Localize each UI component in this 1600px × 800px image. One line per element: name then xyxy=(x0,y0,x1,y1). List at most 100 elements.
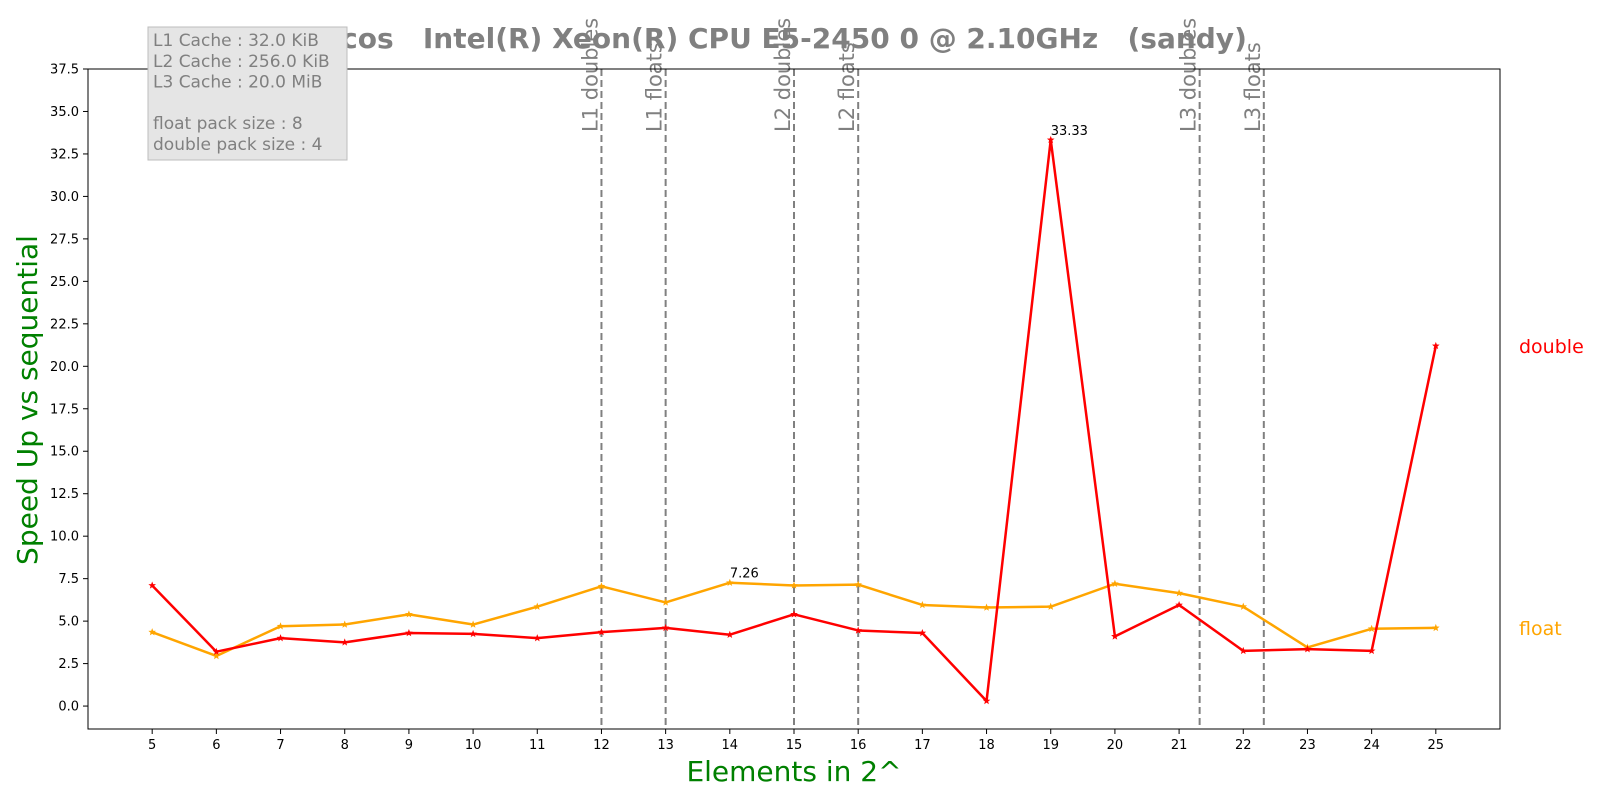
data-point-double xyxy=(1432,341,1440,350)
data-point-float xyxy=(982,603,991,611)
data-point-double xyxy=(790,610,798,618)
data-point-float xyxy=(1046,602,1055,610)
x-tick-label: 6 xyxy=(212,738,220,753)
data-label: 33.33 xyxy=(1051,124,1088,139)
data-point-float xyxy=(918,600,927,609)
data-point-float xyxy=(1432,623,1440,632)
x-tick-label: 7 xyxy=(276,738,284,753)
y-ticks: 0.0 2.5 5.0 7.5 10.0 12.5 15.0 17.5 20.0 22.5 25.0… xyxy=(50,63,88,715)
data-point-double xyxy=(212,647,221,655)
data-point-double xyxy=(405,629,413,637)
x-ticks: 5 6 7 8 9 10 11 12 13 14 15 16 17 18 19 20 21 22 23 24 25 xyxy=(148,729,1444,753)
x-tick-label: 9 xyxy=(405,738,413,753)
data-point-float xyxy=(533,602,542,610)
y-tick-label: 2.5 xyxy=(58,657,79,672)
y-tick-label: 25.0 xyxy=(50,275,79,290)
data-point-float xyxy=(148,628,156,636)
info-line: L3 Cache : 20.0 MiB xyxy=(153,73,322,93)
cache-line-label: L1 doubles xyxy=(578,18,602,132)
data-point-float xyxy=(1239,602,1248,610)
data-point-float xyxy=(340,620,349,628)
cache-line-label: L2 floats xyxy=(835,42,859,132)
data-point-double xyxy=(1239,646,1248,655)
data-point-double xyxy=(276,634,285,642)
x-tick-label: 23 xyxy=(1299,738,1316,753)
info-line: L2 Cache : 256.0 KiB xyxy=(153,52,330,72)
cache-line-label: L1 floats xyxy=(643,42,667,132)
data-point-float xyxy=(854,580,862,588)
x-tick-label: 14 xyxy=(722,738,739,753)
y-tick-label: 0.0 xyxy=(58,700,79,715)
data-label: 7.26 xyxy=(730,567,759,582)
x-tick-label: 15 xyxy=(786,738,803,753)
data-point-double xyxy=(533,634,542,642)
y-tick-label: 12.5 xyxy=(50,487,79,502)
data-point-double xyxy=(854,626,862,634)
info-line: float pack size : 8 xyxy=(153,114,303,134)
x-tick-label: 10 xyxy=(465,738,482,753)
data-point-float xyxy=(1175,589,1183,597)
data-point-float xyxy=(1111,579,1119,587)
x-tick-label: 24 xyxy=(1363,738,1380,753)
data-point-double xyxy=(1303,645,1312,653)
data-point-double xyxy=(1046,135,1055,144)
info-line: L1 Cache : 32.0 KiB xyxy=(153,31,319,51)
cache-lines: L1 doubles L1 floats L2 doubles L2 floats L3… xyxy=(578,18,1265,729)
data-point-double xyxy=(918,629,927,637)
data-point-float xyxy=(212,651,221,660)
x-tick-label: 12 xyxy=(593,738,610,753)
data-point-float xyxy=(469,620,477,628)
cache-line-label: L3 floats xyxy=(1241,42,1265,132)
data-point-float xyxy=(597,582,606,590)
y-tick-label: 20.0 xyxy=(50,360,79,375)
x-axis-title: Elements in 2^ xyxy=(686,755,901,788)
data-point-double xyxy=(1367,646,1376,655)
data-point-double xyxy=(1111,632,1119,640)
info-box-background xyxy=(147,26,348,161)
info-line: double pack size : 4 xyxy=(153,135,322,155)
x-tick-label: 22 xyxy=(1235,738,1252,753)
legend-label-double: double xyxy=(1519,336,1584,358)
series-layer xyxy=(148,135,1440,705)
y-tick-label: 17.5 xyxy=(50,402,79,417)
y-tick-label: 32.5 xyxy=(50,147,79,162)
legend: double float xyxy=(1519,336,1584,640)
x-tick-label: 20 xyxy=(1107,738,1124,753)
x-tick-label: 21 xyxy=(1171,738,1188,753)
y-axis-title: Speed Up vs sequential xyxy=(11,235,44,565)
x-tick-label: 16 xyxy=(850,738,867,753)
legend-label-float: float xyxy=(1519,618,1562,640)
x-tick-label: 18 xyxy=(978,738,995,753)
data-point-float xyxy=(661,598,670,606)
data-point-float xyxy=(405,610,413,618)
data-point-double xyxy=(597,628,606,636)
data-point-float xyxy=(726,578,734,586)
y-tick-label: 27.5 xyxy=(50,232,79,247)
x-tick-label: 17 xyxy=(914,738,931,753)
cache-line-label: L3 doubles xyxy=(1177,18,1201,132)
y-tick-label: 5.0 xyxy=(58,615,79,630)
data-point-float xyxy=(1367,624,1376,632)
data-point-double xyxy=(661,623,670,632)
data-point-double xyxy=(982,696,991,705)
data-point-double xyxy=(148,581,156,589)
x-tick-label: 11 xyxy=(529,738,546,753)
y-tick-label: 30.0 xyxy=(50,190,79,205)
x-tick-label: 8 xyxy=(341,738,349,753)
x-tick-label: 19 xyxy=(1042,738,1059,753)
y-tick-label: 7.5 xyxy=(58,572,79,587)
data-point-double xyxy=(1175,600,1183,609)
y-tick-label: 15.0 xyxy=(50,445,79,460)
data-point-double xyxy=(726,630,734,638)
data-point-float xyxy=(790,581,798,589)
data-point-float xyxy=(276,622,285,630)
y-tick-label: 22.5 xyxy=(50,317,79,332)
annotations: 33.33 7.26 xyxy=(730,124,1088,582)
x-tick-label: 13 xyxy=(657,738,674,753)
y-tick-label: 10.0 xyxy=(50,530,79,545)
cache-line-label: L2 doubles xyxy=(771,18,795,132)
data-point-double xyxy=(340,638,349,646)
chart-title: cos Intel(R) Xeon(R) CPU E5-2450 0 @ 2.1… xyxy=(341,22,1247,55)
data-point-double xyxy=(469,629,477,638)
